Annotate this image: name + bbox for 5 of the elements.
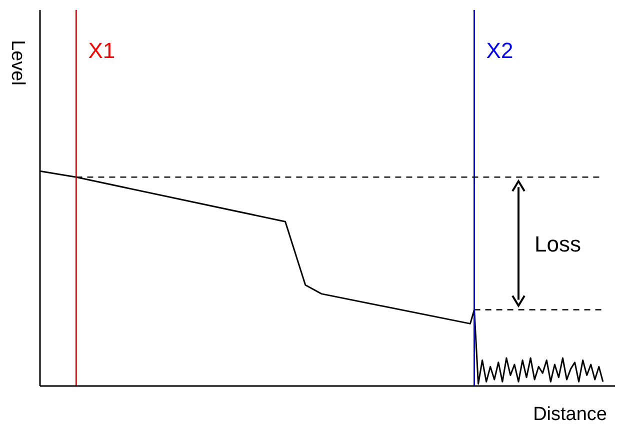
text: X2 <box>486 38 514 63</box>
x-axis-title: Distance <box>533 404 607 426</box>
text: X1 <box>88 38 116 63</box>
annotation: Loss <box>534 231 581 256</box>
y-axis-title: Level <box>7 40 28 86</box>
